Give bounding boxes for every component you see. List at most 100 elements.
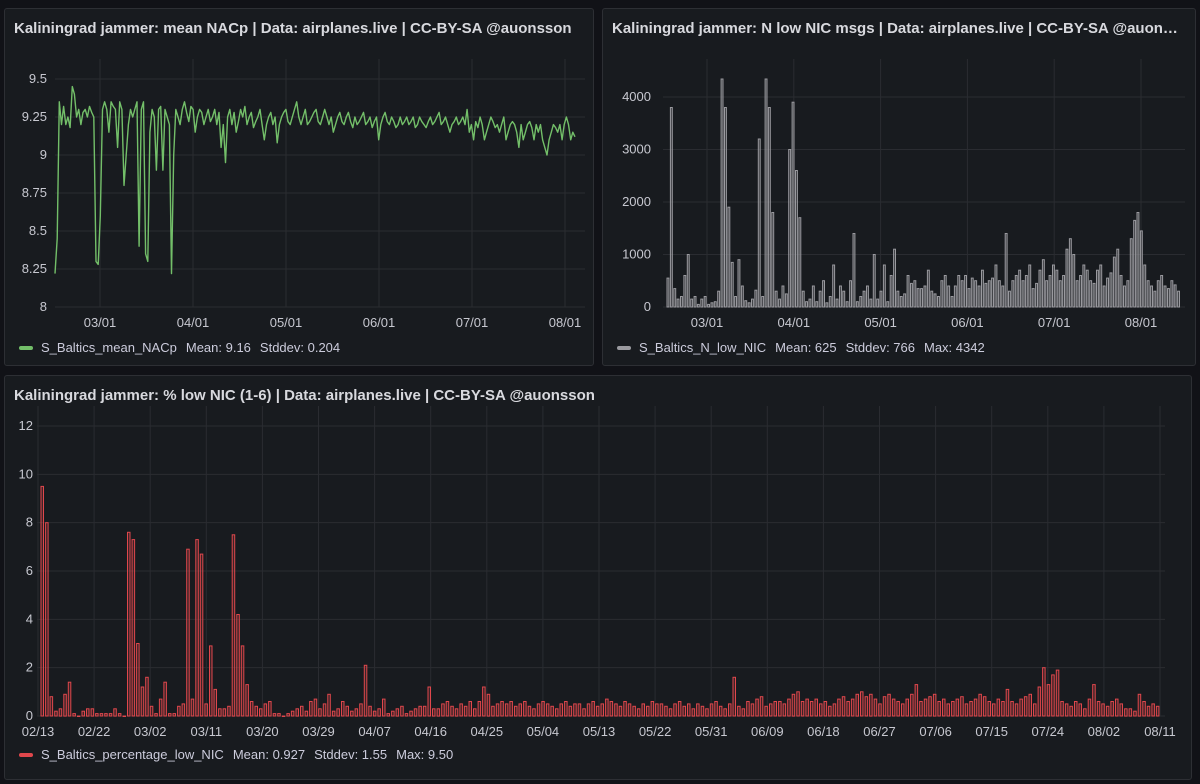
- bar: [769, 703, 773, 717]
- bar: [1087, 698, 1092, 717]
- bar: [913, 280, 917, 308]
- bar: [655, 703, 659, 717]
- bar: [1109, 272, 1113, 308]
- bar: [1028, 693, 1032, 717]
- bar: [1160, 275, 1164, 308]
- bar: [737, 259, 741, 308]
- bar: [1046, 684, 1051, 717]
- bar: [717, 290, 721, 308]
- bar: [846, 701, 850, 717]
- y-tick-label: 8.25: [22, 261, 47, 276]
- bar: [981, 269, 984, 308]
- bar: [825, 302, 829, 308]
- y-tick-label: 2000: [622, 194, 651, 209]
- bar: [1102, 285, 1106, 308]
- x-tick-label: 03/01: [691, 315, 724, 330]
- bar: [693, 296, 697, 308]
- bar: [933, 293, 937, 308]
- bar: [791, 693, 796, 717]
- bar: [808, 298, 812, 308]
- x-tick-label: 08/01: [1125, 315, 1158, 330]
- bar: [970, 277, 974, 308]
- bar: [227, 705, 231, 717]
- bar: [99, 713, 104, 717]
- bar: [413, 708, 418, 717]
- bar: [740, 285, 744, 308]
- bar: [327, 693, 331, 717]
- bar: [49, 696, 54, 717]
- bar: [1028, 264, 1032, 308]
- bar: [172, 713, 176, 717]
- bar: [222, 708, 227, 717]
- bar: [1021, 280, 1025, 308]
- bar: [1075, 280, 1079, 308]
- bar: [690, 298, 694, 308]
- bar: [791, 101, 795, 308]
- bar: [852, 233, 856, 308]
- bar: [363, 664, 368, 717]
- bar: [1142, 701, 1146, 717]
- bar: [618, 705, 623, 717]
- bar: [916, 288, 920, 308]
- x-tick-label: 05/01: [270, 315, 303, 330]
- bar: [1085, 269, 1089, 308]
- bar: [828, 296, 832, 308]
- bar: [473, 708, 477, 717]
- bar: [86, 708, 90, 717]
- bar: [710, 302, 714, 308]
- bar: [1106, 277, 1110, 308]
- bar: [1010, 701, 1014, 717]
- bar: [249, 701, 254, 717]
- bar: [1055, 269, 1059, 308]
- bar: [199, 553, 204, 717]
- bar: [400, 705, 404, 717]
- bar: [682, 705, 686, 717]
- bar: [773, 701, 777, 717]
- bar: [1014, 703, 1019, 717]
- bar: [559, 703, 563, 717]
- legend[interactable]: S_Baltics_percentage_low_NIC Mean: 0.927 S…: [19, 747, 453, 762]
- y-tick-label: 8.5: [29, 223, 47, 238]
- bar: [318, 708, 322, 717]
- bar: [1105, 705, 1110, 717]
- bar: [195, 539, 199, 717]
- bar: [1096, 269, 1099, 308]
- y-tick-label: 9: [40, 147, 47, 162]
- bar: [977, 285, 981, 308]
- bar: [901, 703, 905, 717]
- bar: [751, 298, 754, 308]
- bar: [259, 708, 263, 717]
- legend[interactable]: S_Baltics_mean_NACp Mean: 9.16 Stddev: 0.2…: [19, 340, 340, 355]
- bar: [131, 539, 136, 717]
- bar: [58, 708, 63, 717]
- bar: [724, 107, 727, 308]
- bar: [727, 206, 731, 308]
- bar: [1126, 280, 1130, 308]
- bar: [876, 298, 880, 308]
- legend[interactable]: S_Baltics_N_low_NIC Mean: 625 Stddev: 766 M…: [617, 340, 985, 355]
- x-tick-label: 06/18: [807, 724, 840, 739]
- bar: [718, 705, 723, 717]
- bar: [395, 708, 400, 717]
- bar: [987, 280, 991, 308]
- bar: [714, 701, 718, 717]
- bar: [1124, 708, 1128, 717]
- bar: [747, 302, 751, 308]
- bar: [805, 698, 809, 717]
- legend-stat-mean: Mean: 9.16: [185, 340, 251, 355]
- chart-n-low-nic: 0 1000 2000 3000 4000 03/01 04/01 05/01 06/01 07/…: [622, 59, 1185, 330]
- legend-stat-mean: Mean: 0.927: [232, 747, 306, 762]
- bar: [723, 708, 727, 717]
- bar: [486, 693, 491, 717]
- bar: [700, 705, 705, 717]
- legend-stat-max: Max: 4342: [924, 340, 985, 355]
- bar: [886, 301, 890, 308]
- bar: [1035, 282, 1039, 308]
- bar: [784, 293, 788, 308]
- bar: [509, 701, 513, 717]
- bar: [842, 290, 846, 308]
- bar: [849, 280, 853, 308]
- x-tick-label: 04/16: [414, 724, 447, 739]
- bar: [928, 696, 932, 717]
- bar: [213, 688, 217, 717]
